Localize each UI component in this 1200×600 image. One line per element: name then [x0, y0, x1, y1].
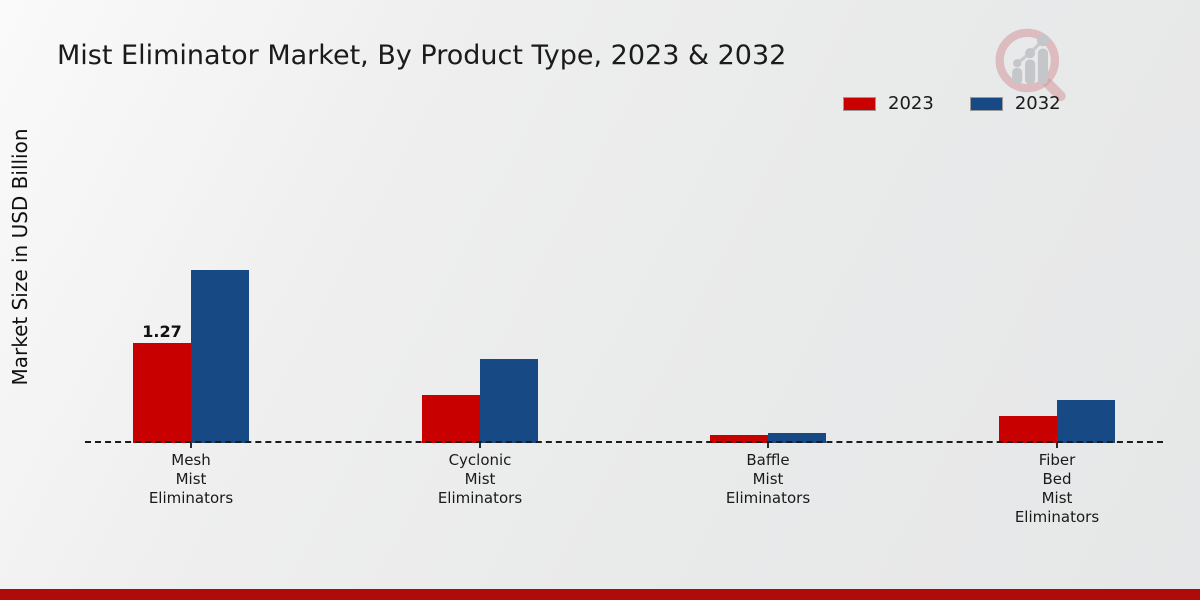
legend-label-2032: 2032	[1014, 93, 1061, 114]
x-axis-tick	[479, 443, 481, 448]
legend-label-2023: 2023	[888, 93, 934, 114]
bar-2023-category-3	[999, 416, 1057, 443]
chart-title: Mist Eliminator Market, By Product Type,…	[57, 40, 787, 71]
x-axis-tick	[1056, 443, 1058, 448]
y-axis-label: Market Size in USD Billion	[8, 128, 32, 386]
bar-2023-category-1	[422, 395, 480, 443]
category-label-3: Fiber Bed Mist Eliminators	[1014, 451, 1100, 526]
bar-2023-category-2	[710, 435, 768, 443]
legend-item-2032: 2032	[969, 93, 1061, 114]
bar-value-label: 1.27	[142, 322, 182, 341]
legend-swatch-2032	[969, 96, 1003, 111]
legend-item-2023: 2023	[843, 93, 934, 114]
bar-2032-category-3	[1057, 400, 1115, 443]
category-label-0: Mesh Mist Eliminators	[148, 451, 234, 507]
legend: 2023 2032	[843, 93, 1061, 114]
category-label-1: Cyclonic Mist Eliminators	[437, 451, 523, 507]
bar-2032-category-1	[480, 359, 538, 443]
bottom-accent-bar	[0, 589, 1200, 600]
x-axis-tick	[190, 443, 192, 448]
bar-2032-category-0	[191, 270, 249, 443]
bar-2023-category-0	[133, 343, 191, 443]
bar-chart-magnifier-icon	[995, 28, 1066, 102]
x-axis-baseline	[85, 441, 1163, 443]
x-axis-tick	[767, 443, 769, 448]
bar-2032-category-2	[768, 433, 826, 443]
category-label-2: Baffle Mist Eliminators	[725, 451, 811, 507]
legend-swatch-2023	[843, 96, 876, 111]
